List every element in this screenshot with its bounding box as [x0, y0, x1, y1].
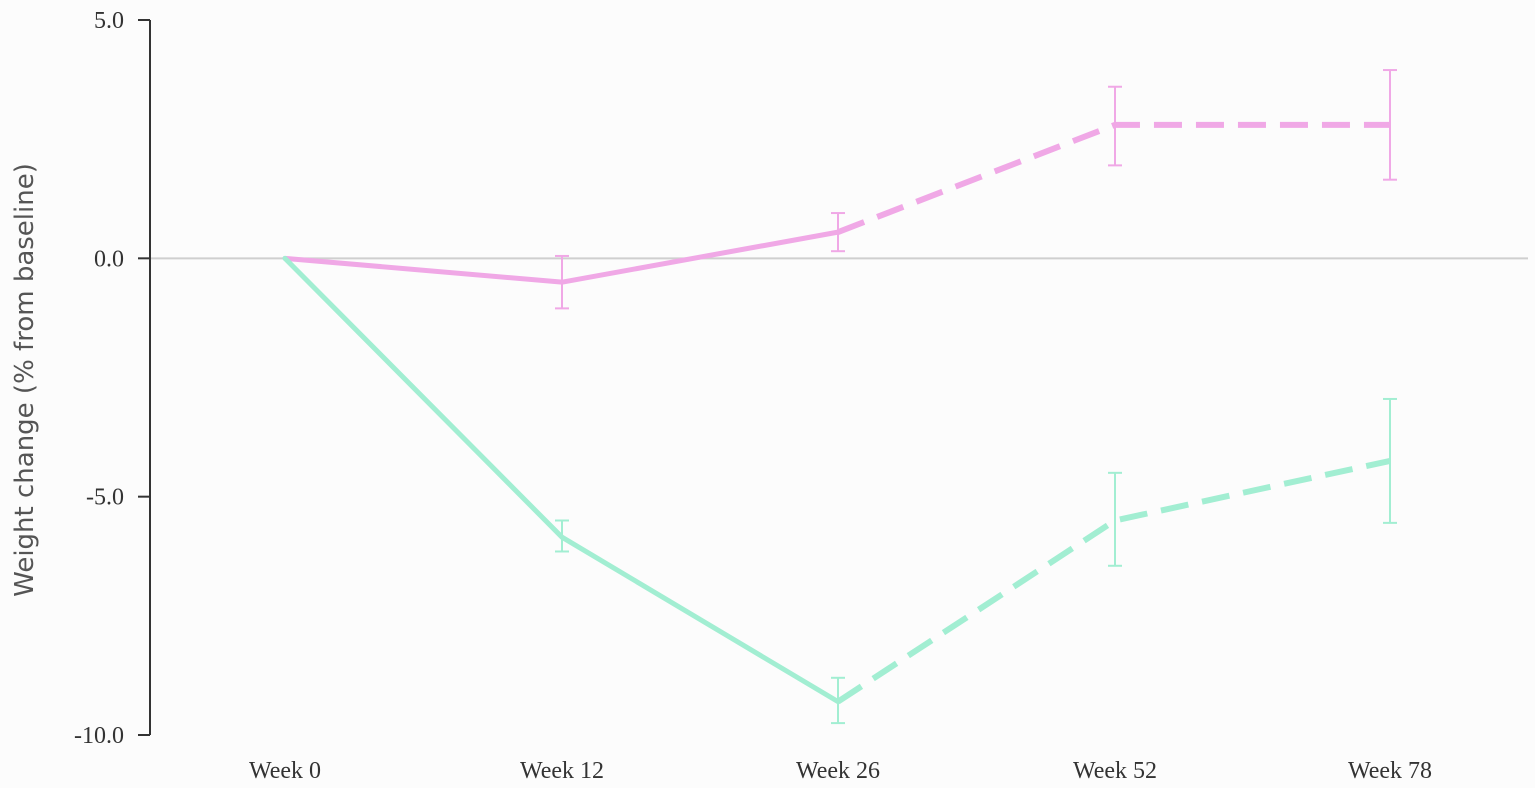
series-line-dashed: [836, 457, 1391, 705]
y-tick-label: -10.0: [74, 723, 124, 749]
series-2: [282, 255, 1397, 725]
y-tick-label: 0.0: [94, 246, 124, 272]
x-tick-label: Week 26: [796, 758, 880, 784]
y-tick-label: 5.0: [94, 8, 124, 34]
y-axis-label: Weight change (% from baseline): [10, 163, 40, 597]
y-tick-labels: 5.0 0.0 -5.0 -10.0: [74, 8, 124, 749]
x-tick-labels: Week 0 Week 12 Week 26 Week 52 Week 78: [249, 758, 1432, 784]
x-tick-label: Week 78: [1348, 758, 1432, 784]
x-tick-label: Week 12: [520, 758, 604, 784]
series-group: [282, 69, 1397, 725]
x-tick-label: Week 0: [249, 758, 321, 784]
y-axis: [138, 19, 151, 736]
series-1: [282, 69, 1397, 310]
x-tick-label: Week 52: [1073, 758, 1157, 784]
y-tick-label: -5.0: [86, 485, 124, 511]
series-line-solid: [282, 255, 841, 705]
